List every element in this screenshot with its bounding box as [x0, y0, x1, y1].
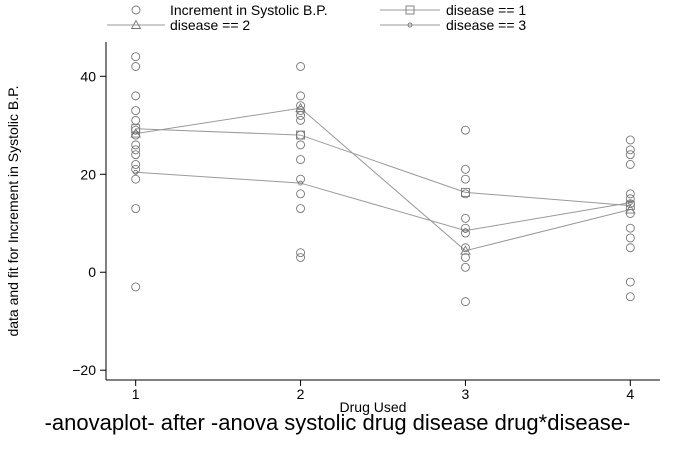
legend: Increment in Systolic B.P. disease == 1di… — [107, 2, 526, 33]
series-line — [135, 128, 631, 207]
series-marker — [460, 245, 471, 255]
data-point — [296, 174, 306, 184]
data-point — [296, 111, 306, 120]
x-axis-title: Drug Used — [340, 399, 407, 415]
data-point — [460, 213, 470, 223]
data-point — [460, 164, 470, 174]
data-point — [625, 194, 635, 204]
data-point — [131, 115, 141, 125]
y-tick-label: 20 — [80, 166, 96, 182]
x-tick-label: 4 — [626, 386, 634, 402]
data-point — [296, 253, 306, 262]
data-point — [296, 155, 306, 165]
data-point — [296, 140, 306, 150]
data-point — [625, 145, 635, 155]
data-point — [625, 277, 635, 287]
x-tick-label: 1 — [132, 386, 140, 402]
series-marker — [462, 228, 468, 234]
data-point — [625, 160, 635, 169]
axes: −20 0 20 40 1 2 3 4 Drug Used data and fit for In… — [5, 42, 660, 415]
series-marker — [460, 187, 470, 197]
legend-item: disease == 1 — [380, 2, 526, 18]
legend-item: Increment in Systolic B.P. — [131, 2, 328, 18]
data-point — [131, 282, 141, 292]
series-line — [135, 171, 631, 232]
legend-label: Increment in Systolic B.P. — [170, 2, 328, 18]
data-point — [131, 140, 141, 150]
data-point — [460, 297, 470, 307]
data-point — [625, 135, 635, 145]
legend-label: disease == 1 — [446, 2, 526, 18]
legend-marker — [131, 5, 141, 15]
series-marker — [625, 201, 635, 211]
series-marker — [298, 180, 304, 186]
y-tick-label: 40 — [80, 68, 96, 84]
legend-marker — [407, 22, 413, 28]
series-marker — [295, 102, 306, 113]
data-point — [296, 204, 306, 214]
data-point — [131, 91, 141, 101]
legend-item: disease == 2 — [107, 17, 250, 33]
plot-area — [130, 52, 636, 307]
data-point — [131, 106, 141, 116]
data-point — [131, 204, 141, 214]
chart-caption: -anovaplot- after -anova systolic drug d… — [44, 410, 631, 435]
y-axis-title: data and fit for Increment in Systolic B… — [5, 85, 21, 336]
data-point — [625, 292, 635, 302]
data-point — [460, 262, 470, 272]
data-point — [625, 243, 635, 253]
x-tick-label: 3 — [462, 386, 470, 402]
legend-label: disease == 3 — [446, 17, 526, 33]
data-point — [625, 233, 635, 243]
data-point — [296, 62, 306, 71]
data-point — [131, 52, 141, 62]
data-point — [460, 253, 470, 262]
series-marker — [133, 169, 139, 175]
series-marker — [625, 204, 636, 214]
series-marker — [627, 200, 633, 206]
data-point — [625, 223, 635, 233]
series-marker — [296, 130, 306, 140]
data-point — [131, 160, 141, 169]
data-point — [296, 189, 306, 199]
data-point — [625, 189, 635, 199]
legend-item: disease == 3 — [380, 17, 526, 33]
data-point — [131, 174, 141, 184]
data-point — [296, 91, 306, 101]
data-point — [131, 62, 141, 71]
x-tick-label: 2 — [297, 386, 305, 402]
data-point — [296, 115, 306, 125]
y-tick-label: −20 — [72, 362, 96, 378]
legend-marker — [405, 5, 415, 15]
data-point — [131, 164, 141, 174]
data-point — [131, 150, 141, 160]
legend-marker — [130, 19, 142, 29]
legend-label: disease == 2 — [170, 17, 250, 33]
data-point — [296, 248, 306, 258]
data-point — [131, 130, 141, 140]
data-point — [460, 174, 470, 184]
data-point — [625, 150, 635, 160]
series-marker — [131, 124, 141, 134]
data-point — [460, 243, 470, 253]
data-point — [296, 101, 306, 111]
data-point — [460, 125, 470, 135]
data-point — [131, 145, 141, 155]
y-tick-label: 0 — [88, 264, 96, 280]
series-marker — [130, 128, 141, 138]
series-line — [135, 107, 631, 252]
